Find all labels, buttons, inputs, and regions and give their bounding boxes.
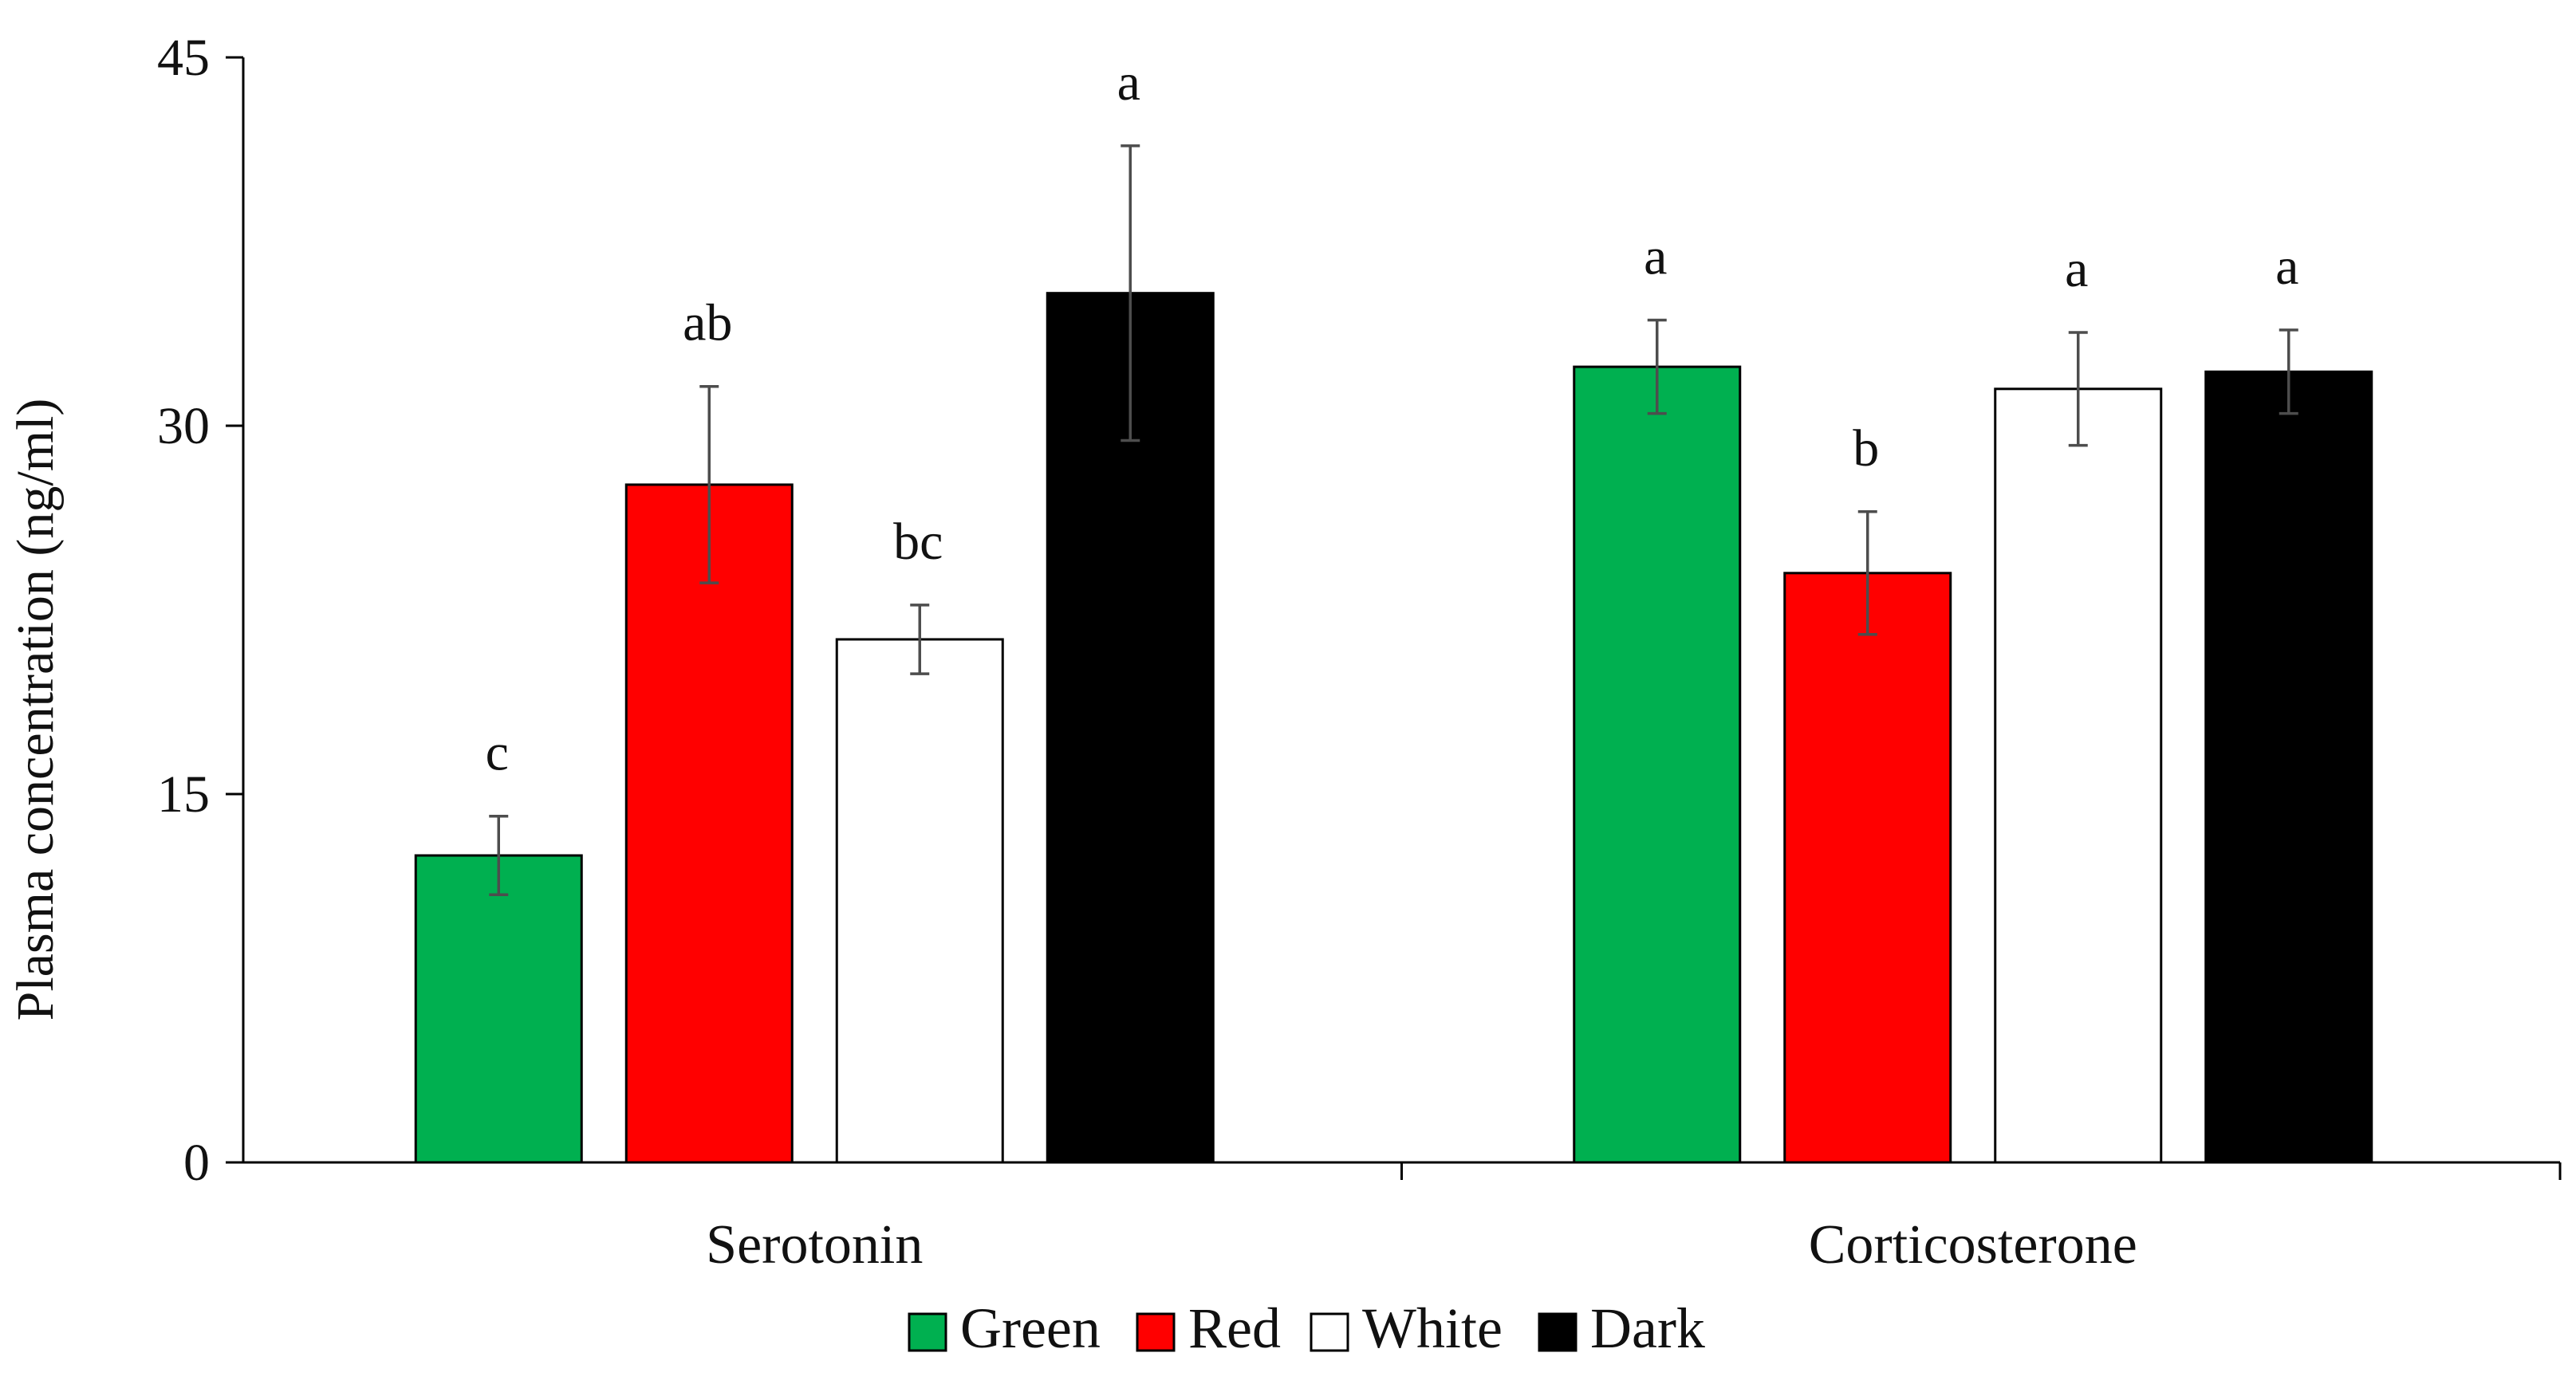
significance-label: b — [1853, 419, 1879, 478]
bar-dark-corticosterone — [2204, 370, 2373, 1164]
significance-label: c — [486, 724, 509, 782]
significance-label: a — [2065, 240, 2088, 298]
y-axis-label: Plasma concentration (ng/ml) — [6, 399, 65, 1021]
significance-label: a — [1117, 53, 1140, 112]
y-tick-label: 30 — [157, 397, 210, 455]
legend: Green Red White Dark — [908, 1296, 1705, 1360]
significance-label: a — [1644, 228, 1667, 286]
bar-red-corticosterone — [1783, 572, 1952, 1164]
significance-label: bc — [893, 513, 943, 571]
bar-red-serotonin — [624, 483, 794, 1164]
legend-label-dark: Dark — [1590, 1296, 1705, 1360]
bar-white-corticosterone — [1994, 387, 2163, 1164]
bar-dark-serotonin — [1046, 292, 1215, 1164]
legend-swatch-white — [1310, 1312, 1349, 1352]
legend-label-red: Red — [1188, 1296, 1281, 1360]
x-category-label: Corticosterone — [1809, 1214, 2137, 1276]
significance-label: ab — [683, 294, 732, 352]
bar-green-serotonin — [414, 854, 583, 1164]
legend-swatch-dark — [1538, 1312, 1578, 1352]
bars-group — [414, 292, 2373, 1164]
legend-label-green: Green — [960, 1296, 1101, 1360]
error-bars-group — [489, 144, 2298, 897]
legend-swatch-green — [908, 1312, 947, 1352]
y-tick-label: 15 — [157, 765, 210, 824]
y-tick-label: 45 — [157, 29, 210, 87]
bar-green-corticosterone — [1573, 365, 1742, 1164]
y-tick-label: 0 — [183, 1134, 210, 1192]
legend-label-white: White — [1362, 1296, 1503, 1360]
x-category-label: Serotonin — [706, 1214, 923, 1276]
bar-white-serotonin — [835, 638, 1004, 1164]
significance-label: a — [2275, 238, 2298, 296]
legend-swatch-red — [1136, 1312, 1176, 1352]
axes-group: 0 15 30 45 Plasma concentration (ng/ml) Serot… — [6, 29, 2562, 1276]
